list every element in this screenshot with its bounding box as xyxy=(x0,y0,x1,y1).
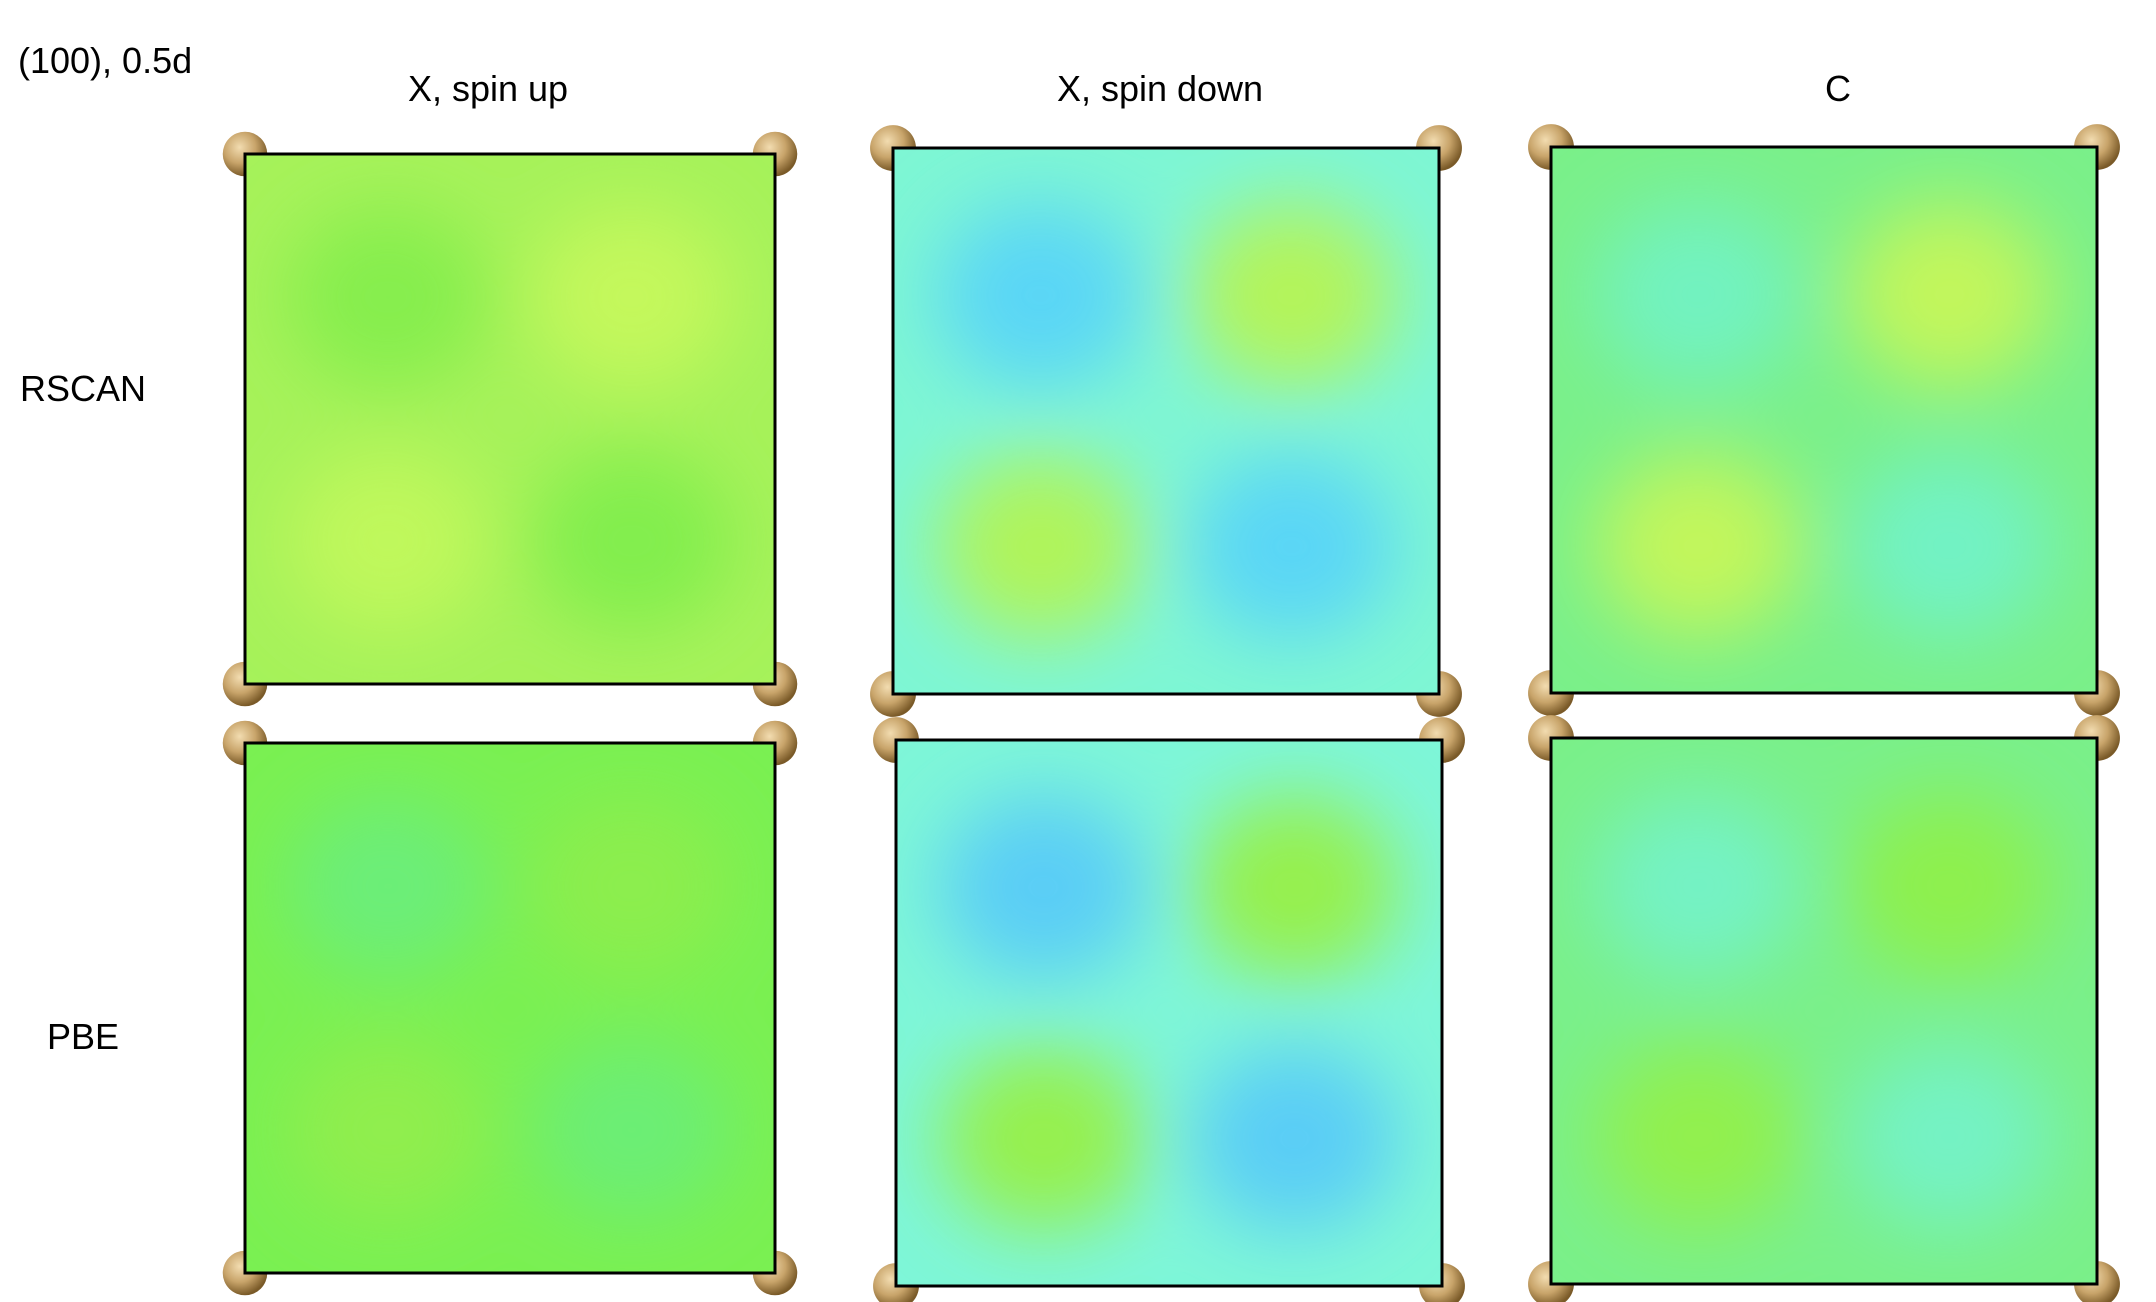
column-header-x-spin-up: X, spin up xyxy=(407,68,569,109)
panel-frame xyxy=(894,738,1444,1288)
field-blob-bottom-right xyxy=(1845,452,2054,639)
column-header-c: C xyxy=(1825,68,1851,109)
field-blob-top-right xyxy=(1845,792,2054,979)
field-blob-top-right xyxy=(531,796,733,977)
field-map xyxy=(1528,715,2120,1302)
field-blob-top-right xyxy=(1845,201,2054,388)
panel-frame xyxy=(243,741,777,1275)
field-blob-top-right xyxy=(531,207,733,388)
field-blob-top-left xyxy=(1594,201,1803,388)
field-map xyxy=(1528,124,2120,716)
field-blob-bottom-left xyxy=(287,1039,489,1220)
field-blob-top-left xyxy=(1594,792,1803,979)
panel-pbe-x-spin-up xyxy=(222,720,798,1296)
field-blob-top-left xyxy=(287,796,489,977)
panel-frame xyxy=(1549,736,2099,1286)
field-blob-bottom-left xyxy=(1594,1043,1803,1230)
panel-pbe-c xyxy=(1528,715,2120,1302)
field-blob-bottom-right xyxy=(1845,1043,2054,1230)
panel-frame xyxy=(1549,145,2099,695)
field-blob-bottom-right xyxy=(1190,1045,1399,1232)
field-blob-bottom-right xyxy=(531,1039,733,1220)
field-map xyxy=(222,720,798,1296)
field-blob-bottom-left xyxy=(939,1045,1148,1232)
panel-frame xyxy=(891,146,1441,696)
plane-label: (100), 0.5d xyxy=(18,40,193,81)
field-blob-top-right xyxy=(1190,794,1399,981)
field-map xyxy=(222,131,798,707)
panel-rscan-x-spin-down xyxy=(870,125,1462,717)
field-map xyxy=(873,717,1465,1302)
field-blob-bottom-right xyxy=(531,450,733,631)
row-label-rscan: RSCAN xyxy=(20,368,147,409)
row-label-pbe: PBE xyxy=(47,1016,120,1057)
field-blob-top-left xyxy=(936,202,1145,389)
field-blob-top-left xyxy=(939,794,1148,981)
field-map xyxy=(870,125,1462,717)
panel-rscan-x-spin-up xyxy=(222,131,798,707)
field-blob-top-right xyxy=(1187,202,1396,389)
field-blob-bottom-left xyxy=(936,453,1145,640)
field-blob-bottom-left xyxy=(287,450,489,631)
panel-rscan-c xyxy=(1528,124,2120,716)
panel-frame xyxy=(243,152,777,686)
panel-pbe-x-spin-down xyxy=(873,717,1465,1302)
field-blob-top-left xyxy=(287,207,489,388)
field-blob-bottom-left xyxy=(1594,452,1803,639)
column-header-x-spin-down: X, spin down xyxy=(1056,68,1264,109)
field-blob-bottom-right xyxy=(1187,453,1396,640)
